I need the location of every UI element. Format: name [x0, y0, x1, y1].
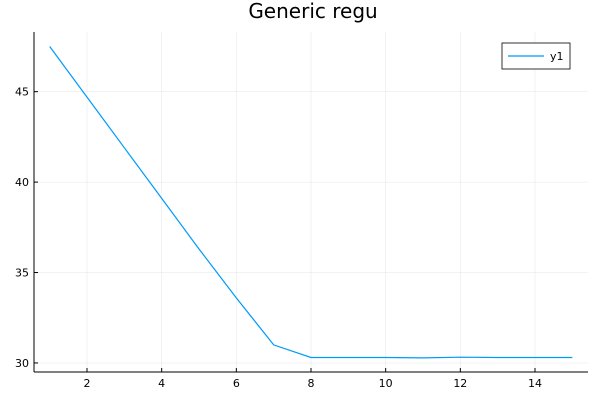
x-tick-label: 12 [453, 377, 467, 390]
legend-label: y1 [550, 50, 564, 63]
series-line-y1 [49, 46, 573, 359]
y-tick-label: 40 [15, 176, 29, 189]
chart-title: Generic regu [248, 0, 377, 23]
x-tick-label: 8 [308, 377, 315, 390]
x-tick-label: 14 [528, 377, 542, 390]
x-tick-label: 10 [379, 377, 393, 390]
x-tick-label: 6 [233, 377, 240, 390]
x-tick-label: 2 [84, 377, 91, 390]
series-layer [49, 46, 573, 359]
y-tick-label: 30 [15, 357, 29, 370]
axes: 2 4 6 8 10 12 14 30 35 40 45 [15, 32, 588, 390]
grid [34, 32, 588, 372]
y-tick-label: 45 [15, 86, 29, 99]
x-tick-label: 4 [158, 377, 165, 390]
y-tick-label: 35 [15, 267, 29, 280]
legend: y1 [501, 42, 571, 70]
